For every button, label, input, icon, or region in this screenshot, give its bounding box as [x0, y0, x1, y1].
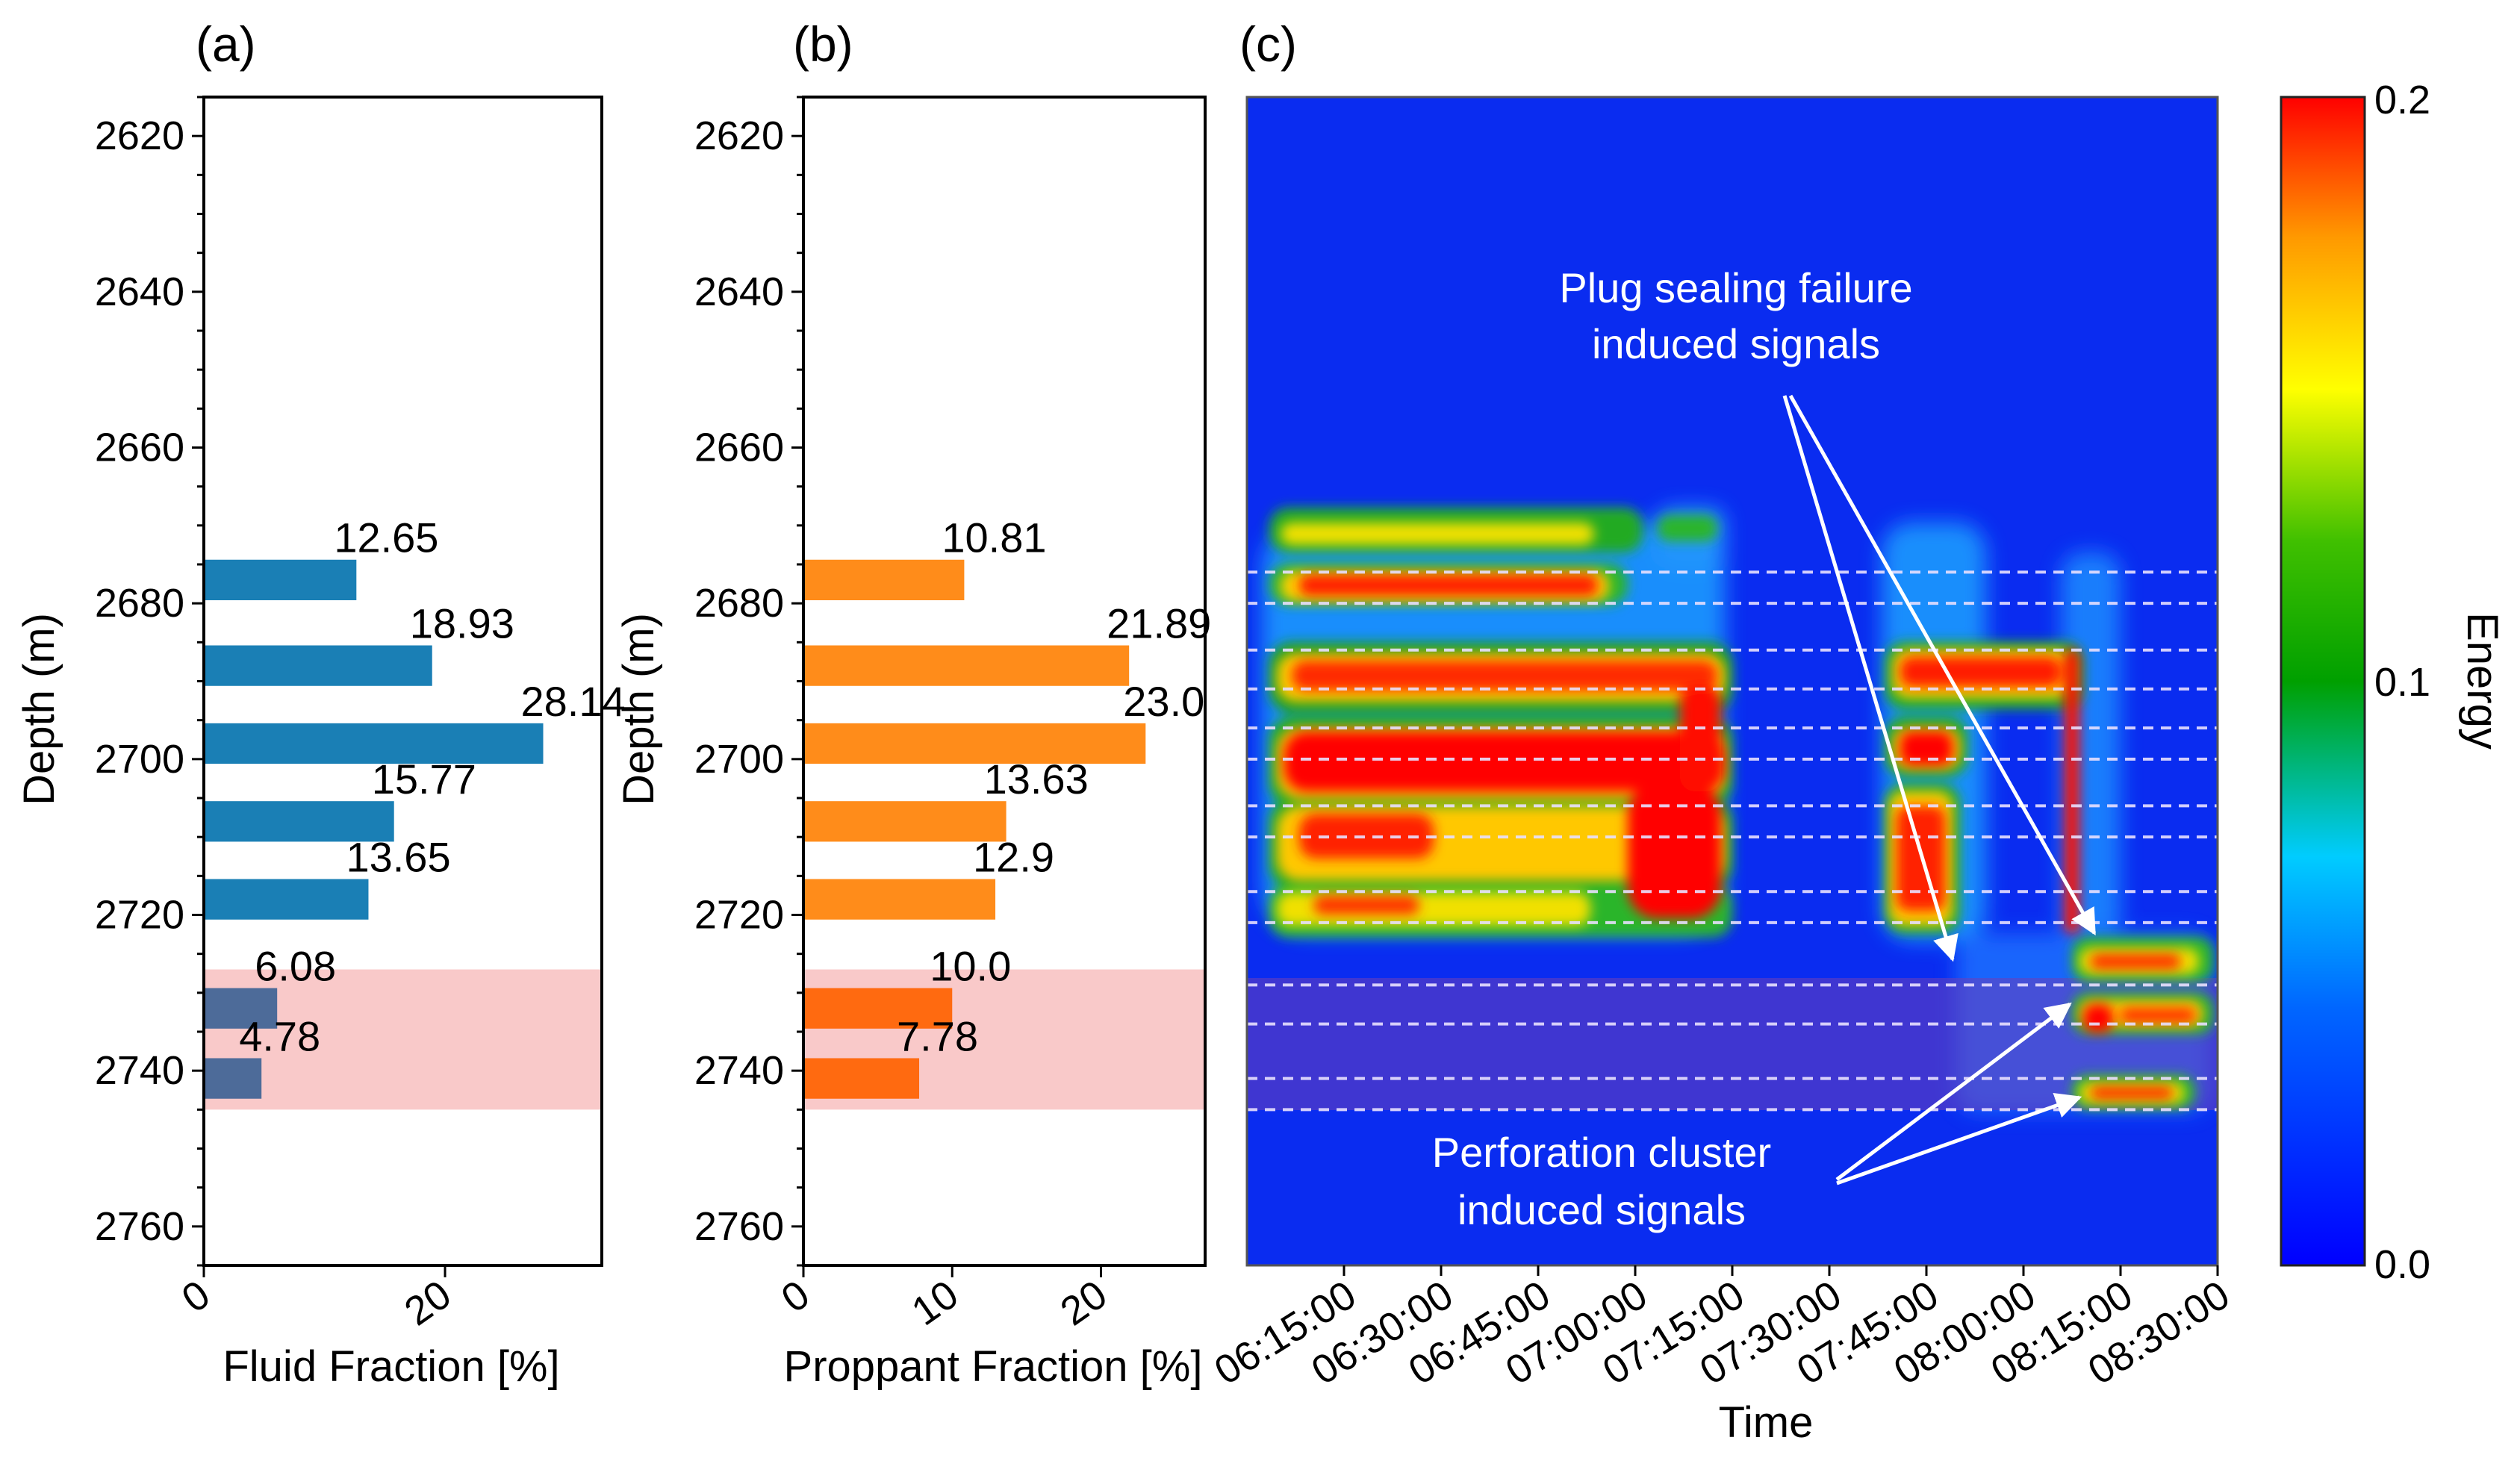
colorbar-tick-min: 0.0 — [2374, 1242, 2430, 1287]
annotation-plug-sealing-failure: Plug sealing failure induced signals — [1559, 264, 2097, 962]
panel-b-proppant-fraction: 10.81 21.89 23.0 13.63 12.9 10.0 7.78 2620 2640… — [615, 96, 1211, 1391]
y-tick-label: 2640 — [95, 270, 184, 314]
y-tick-label: 2660 — [694, 426, 784, 470]
bar-label-a-3: 15.77 — [372, 756, 476, 803]
bar-label-b-2: 23.0 — [1123, 678, 1204, 725]
x-tick-label: 20 — [1053, 1272, 1116, 1335]
bar-b-4 — [803, 879, 996, 920]
arrow-perf-2 — [1836, 1093, 2082, 1186]
bar-a-6 — [204, 1058, 262, 1099]
bar-b-1 — [803, 645, 1130, 686]
colorbar: 0.2 0.1 0.0 Energy — [2280, 78, 2507, 1287]
y-tick-label: 2720 — [95, 893, 184, 938]
colorbar-gradient — [2280, 96, 2366, 1267]
bar-b-2 — [803, 723, 1146, 764]
y-tick-label: 2620 — [95, 113, 184, 158]
bar-label-a-4: 13.65 — [346, 834, 450, 881]
bar-label-b-6: 7.78 — [897, 1012, 978, 1059]
y-tick-label: 2700 — [694, 737, 784, 782]
annotation-perf-line1: Perforation cluster — [1432, 1129, 1771, 1176]
bar-b-3 — [803, 801, 1007, 842]
colorbar-tick-mid: 0.1 — [2374, 660, 2430, 705]
bar-label-b-0: 10.81 — [942, 514, 1046, 561]
bar-label-a-0: 12.65 — [334, 514, 438, 561]
bar-label-b-4: 12.9 — [973, 834, 1054, 881]
y-tick-label: 2700 — [95, 737, 184, 782]
bar-a-4 — [204, 879, 369, 920]
colorbar-tick-max: 0.2 — [2374, 78, 2430, 122]
bar-label-a-5: 6.08 — [255, 943, 336, 990]
bar-a-5 — [204, 988, 278, 1029]
bar-label-b-5: 10.0 — [930, 943, 1011, 990]
y-tick-label: 2620 — [694, 113, 784, 158]
y-tick-label: 2760 — [95, 1204, 184, 1249]
colorbar-label: Energy — [2458, 612, 2507, 750]
arrow-plug-2 — [1788, 394, 2097, 936]
bar-b-6 — [803, 1058, 920, 1099]
bar-label-a-1: 18.93 — [410, 600, 514, 647]
panel-label-a: (a) — [196, 16, 256, 72]
heatmap-purple-band — [1247, 978, 2218, 1110]
bar-label-a-2: 28.14 — [521, 678, 626, 725]
x-tick-label: 0 — [174, 1272, 218, 1321]
bar-a-1 — [204, 645, 432, 686]
arrow-plug-1 — [1782, 395, 1959, 962]
annotation-perforation-cluster: Perforation cluster induced signals — [1432, 1002, 2082, 1233]
x-tick-label: 10 — [904, 1272, 967, 1335]
panel-b-xlabel: Proppant Fraction [%] — [784, 1342, 1203, 1391]
panel-label-b: (b) — [793, 16, 853, 72]
bar-b-0 — [803, 559, 965, 600]
bar-a-3 — [204, 801, 394, 842]
y-tick-label: 2760 — [694, 1204, 784, 1249]
bar-a-2 — [204, 723, 544, 764]
annotation-plug-line1: Plug sealing failure — [1559, 264, 1912, 311]
y-tick-label: 2640 — [694, 270, 784, 314]
bar-b-5 — [803, 988, 953, 1029]
y-tick-label: 2740 — [95, 1048, 184, 1093]
panel-a-ylabel: Depth (m) — [15, 613, 63, 806]
bar-label-a-6: 4.78 — [239, 1012, 320, 1059]
annotation-perf-line2: induced signals — [1457, 1186, 1746, 1233]
arrow-perf-1 — [1835, 1002, 2072, 1181]
heatmap-red-layer — [1284, 575, 2195, 1099]
panel-a-xlabel: Fluid Fraction [%] — [223, 1342, 559, 1391]
x-tick-label: 0 — [774, 1272, 818, 1321]
x-tick-label: 20 — [396, 1272, 459, 1335]
panel-b-ylabel: Depth (m) — [615, 613, 663, 806]
y-tick-label: 2740 — [694, 1048, 784, 1093]
bar-label-b-1: 21.89 — [1107, 600, 1211, 647]
y-tick-label: 2720 — [694, 893, 784, 938]
panel-c-energy-heatmap: Plug sealing failure induced signals Per… — [1207, 78, 2507, 1447]
y-tick-label: 2680 — [694, 581, 784, 626]
y-tick-label: 2660 — [95, 426, 184, 470]
annotation-plug-line2: induced signals — [1592, 320, 1880, 367]
panel-c-xlabel: Time — [1719, 1398, 1814, 1447]
panel-label-c: (c) — [1239, 16, 1297, 72]
bar-a-0 — [204, 559, 357, 600]
y-tick-label: 2680 — [95, 581, 184, 626]
bar-label-b-3: 13.63 — [984, 756, 1089, 803]
